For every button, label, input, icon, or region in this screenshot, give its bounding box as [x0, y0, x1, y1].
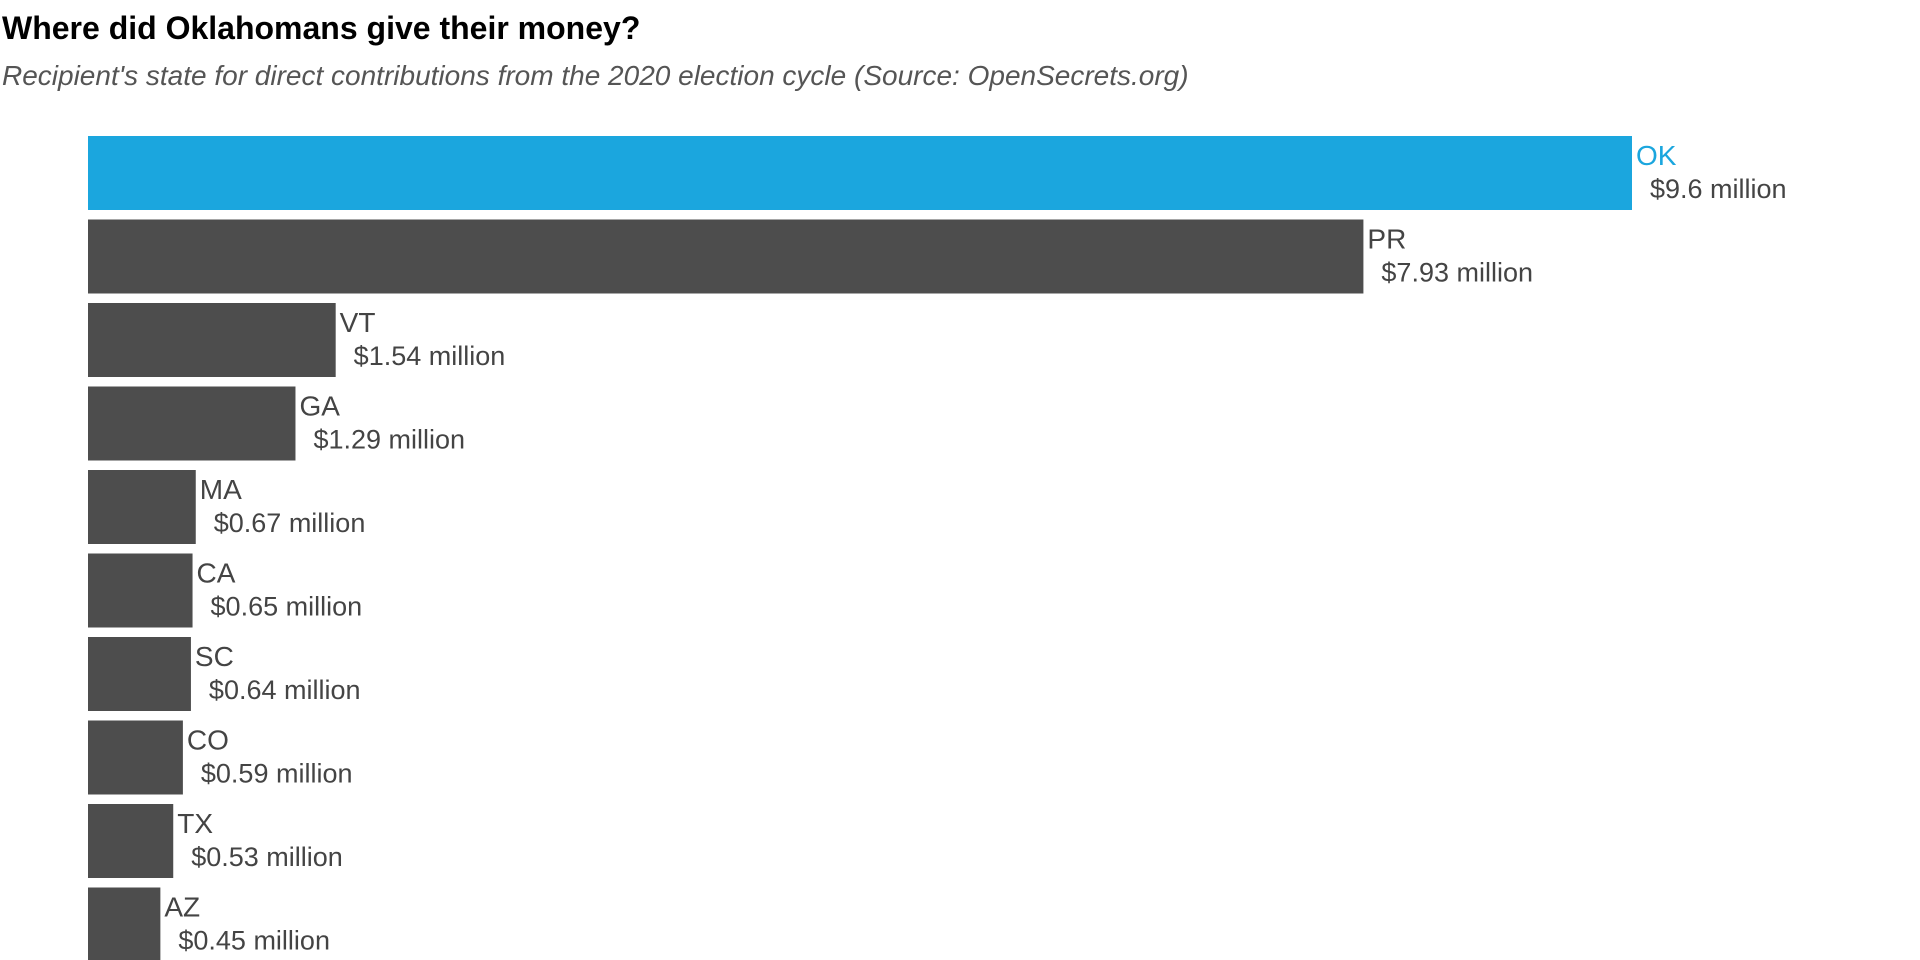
category-label-co: CO — [187, 725, 229, 756]
chart-title: Where did Oklahomans give their money? — [2, 10, 641, 46]
category-label-ok: OK — [1636, 140, 1677, 171]
category-label-pr: PR — [1367, 224, 1406, 255]
value-label-vt: $1.54 million — [354, 341, 506, 371]
category-label-tx: TX — [177, 808, 213, 839]
value-label-ga: $1.29 million — [313, 425, 465, 455]
value-label-co: $0.59 million — [201, 759, 353, 789]
bar-tx — [88, 804, 174, 878]
value-label-pr: $7.93 million — [1381, 258, 1533, 288]
category-label-vt: VT — [340, 307, 376, 338]
bar-vt — [88, 303, 336, 377]
value-label-ok: $9.6 million — [1650, 174, 1787, 204]
chart-subtitle: Recipient's state for direct contributio… — [2, 60, 1189, 91]
category-label-sc: SC — [195, 641, 234, 672]
category-label-ga: GA — [299, 391, 340, 422]
bar-ga — [88, 386, 296, 461]
bar-co — [88, 720, 183, 795]
bar-ok — [88, 136, 1632, 210]
value-label-az: $0.45 million — [178, 926, 330, 956]
bar-pr — [88, 219, 1364, 294]
category-label-ca: CA — [197, 558, 236, 589]
value-label-ca: $0.65 million — [211, 592, 363, 622]
bars-group: OK$9.6 million PR$7.93 million VT$1.54 mil… — [88, 136, 1787, 960]
bar-ma — [88, 470, 196, 544]
bar-az — [88, 887, 161, 960]
value-label-ma: $0.67 million — [214, 508, 366, 538]
category-label-az: AZ — [164, 892, 200, 923]
category-label-ma: MA — [200, 474, 242, 505]
value-label-tx: $0.53 million — [191, 842, 343, 872]
bar-sc — [88, 637, 191, 711]
bar-ca — [88, 553, 193, 628]
value-label-sc: $0.64 million — [209, 675, 361, 705]
